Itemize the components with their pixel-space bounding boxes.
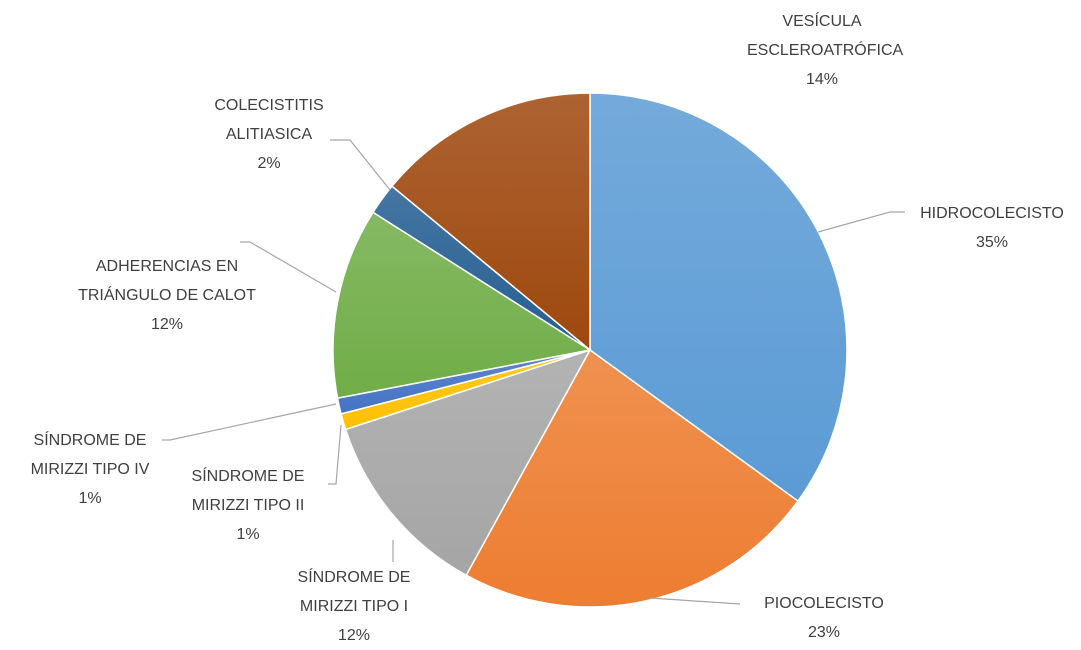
data-label: ADHERENCIAS EN TRIÁNGULO DE CALOT 12% xyxy=(77,252,257,339)
pie-slice xyxy=(344,348,592,577)
data-label: PIOCOLECISTO 23% xyxy=(724,589,924,647)
pie-slice xyxy=(332,211,593,400)
percent-label: 12% xyxy=(150,316,184,333)
percent-label: 2% xyxy=(257,155,281,172)
data-label: SÍNDROME DE MIRIZZI TIPO IV 1% xyxy=(25,426,155,513)
percent-label: 14% xyxy=(805,71,839,88)
data-label: COLECISTITIS ALITIASICA 2% xyxy=(209,91,329,178)
data-label: VESÍCULA ESCLEROATRÓFICA 14% xyxy=(747,7,904,94)
percent-label: 35% xyxy=(975,234,1009,251)
category-label: SÍNDROME DE MIRIZZI TIPO II xyxy=(191,468,305,514)
category-label: SÍNDROME DE MIRIZZI TIPO IV xyxy=(30,432,150,478)
percent-label: 12% xyxy=(337,627,371,644)
category-label: SÍNDROME DE MIRIZZI TIPO I xyxy=(297,569,411,615)
leader-line xyxy=(330,139,391,191)
leader-line xyxy=(162,403,337,441)
leader-line xyxy=(649,597,741,605)
percent-label: 23% xyxy=(807,624,841,641)
leader-line xyxy=(817,211,905,233)
data-label: SÍNDROME DE MIRIZZI TIPO I 12% xyxy=(289,563,419,650)
data-label: HIDROCOLECISTO 35% xyxy=(892,199,1081,257)
percent-label: 1% xyxy=(236,526,260,543)
pie-slice xyxy=(465,348,799,608)
category-label: COLECISTITIS ALITIASICA xyxy=(214,97,324,143)
data-label: SÍNDROME DE MIRIZZI TIPO II 1% xyxy=(183,462,313,549)
pie-slice xyxy=(390,92,591,352)
category-label: PIOCOLECISTO xyxy=(764,595,884,612)
leader-line xyxy=(240,241,337,293)
category-label: ADHERENCIAS EN TRIÁNGULO DE CALOT xyxy=(78,258,256,304)
percent-label: 1% xyxy=(78,490,102,507)
leader-line xyxy=(328,424,342,485)
category-label: HIDROCOLECISTO xyxy=(920,205,1064,222)
pie-slice xyxy=(589,92,848,503)
category-label: VESÍCULA ESCLEROATRÓFICA xyxy=(747,13,904,59)
